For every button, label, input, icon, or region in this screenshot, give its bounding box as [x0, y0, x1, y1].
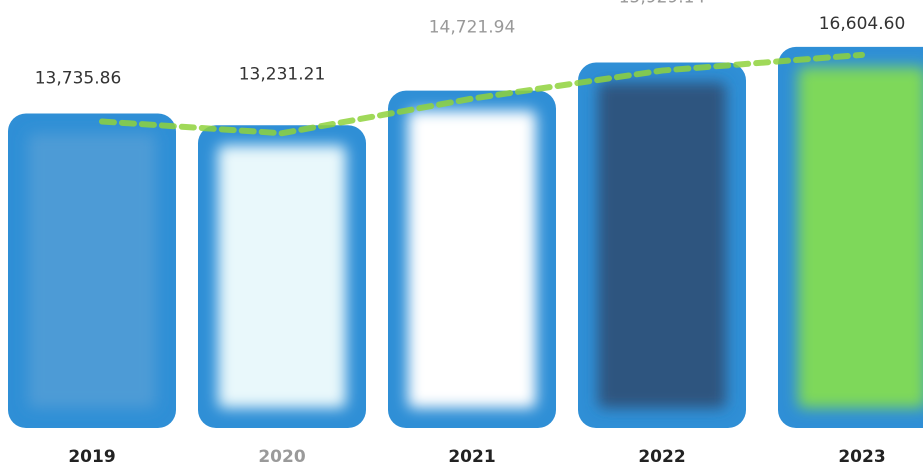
- data-label: 13,735.86: [35, 69, 122, 89]
- x-tick-label: 2019: [68, 447, 115, 467]
- data-label: 16,604.60: [819, 14, 906, 34]
- x-tick-label: 2021: [448, 447, 495, 467]
- bar-fill-2022: [598, 82, 726, 408]
- bar-fill-2021: [408, 110, 536, 409]
- data-label: 13,231.21: [239, 64, 326, 84]
- data-label: 15,929.14: [619, 0, 706, 8]
- data-label: 14,721.94: [429, 18, 516, 38]
- x-tick-label: 2022: [638, 447, 685, 467]
- bar-fill-2019: [28, 133, 156, 408]
- x-tick-label: 2023: [838, 447, 885, 467]
- bar-fill-2020: [218, 145, 346, 408]
- trend-line: [99, 51, 865, 137]
- bar-fill-2023: [798, 66, 923, 408]
- x-tick-label: 2020: [258, 447, 305, 467]
